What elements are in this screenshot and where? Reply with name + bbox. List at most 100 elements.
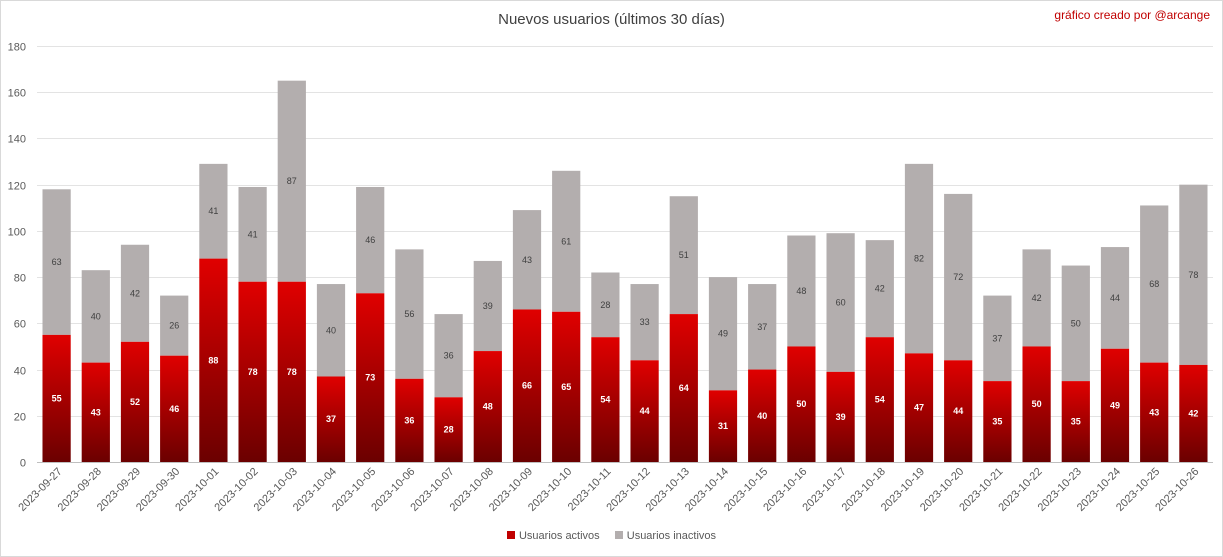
bar-active (512, 309, 542, 462)
y-tick-label: 160 (8, 88, 26, 100)
bar-inactive (1179, 184, 1208, 365)
data-label-active: 88 (208, 355, 218, 365)
bar-inactive (1140, 205, 1169, 363)
data-label-active: 54 (600, 395, 610, 405)
bar-inactive (669, 196, 698, 315)
data-label-active: 50 (1032, 399, 1042, 409)
data-label-active: 37 (326, 414, 336, 424)
data-label-inactive: 72 (953, 272, 963, 282)
bar-inactive (1061, 265, 1090, 382)
bar-active (81, 362, 110, 462)
data-label-active: 66 (522, 381, 532, 391)
data-label-active: 35 (1071, 417, 1081, 427)
data-label-inactive: 46 (365, 235, 375, 245)
legend-swatch-inactive (614, 531, 623, 540)
data-label-inactive: 68 (1149, 279, 1159, 289)
data-label-active: 50 (796, 399, 806, 409)
legend-label-inactive: Usuarios inactivos (626, 530, 717, 542)
y-tick-label: 120 (8, 181, 26, 193)
bar-inactive (199, 163, 228, 259)
data-label-inactive: 28 (600, 300, 610, 310)
data-label-active: 39 (836, 412, 846, 422)
data-label-active: 52 (130, 397, 140, 407)
y-axis: 0 20 40 60 80 100 120 140 160 180 (8, 42, 26, 470)
bar-active (708, 390, 738, 462)
bar-inactive (277, 80, 306, 282)
data-label-inactive: 41 (208, 206, 218, 216)
data-label-active: 55 (52, 393, 62, 403)
bar-inactive (865, 240, 894, 338)
bar-inactive (395, 249, 424, 379)
bar-active (1061, 381, 1090, 462)
bar-inactive (983, 295, 1012, 382)
bar-inactive (316, 284, 346, 377)
chart-credit: gráfico creado por @arcange (1054, 8, 1210, 22)
data-label-inactive: 33 (640, 317, 650, 327)
bar-active (120, 341, 150, 462)
bar-active (1022, 346, 1051, 462)
data-label-active: 31 (718, 421, 728, 431)
data-label-inactive: 41 (248, 229, 258, 239)
bar-active (591, 337, 620, 462)
chart-title: Nuevos usuarios (últimos 30 días) (498, 11, 725, 28)
data-label-active: 40 (757, 411, 767, 421)
data-label-active: 78 (287, 367, 297, 377)
data-label-active: 36 (404, 415, 414, 425)
bar-inactive (630, 284, 659, 361)
bar-active (316, 376, 346, 462)
data-label-inactive: 36 (444, 351, 454, 361)
data-label-inactive: 78 (1188, 270, 1198, 280)
bar-active (1140, 362, 1169, 462)
bar-active (238, 281, 267, 462)
data-label-active: 44 (640, 406, 650, 416)
bar-inactive (787, 235, 816, 347)
data-label-inactive: 37 (757, 322, 767, 332)
y-tick-label: 0 (20, 458, 26, 470)
bar-inactive (238, 186, 267, 282)
data-label-inactive: 42 (130, 288, 140, 298)
x-axis: 2023-09-272023-09-282023-09-292023-09-30… (16, 466, 1201, 514)
bar-active (904, 353, 934, 462)
data-label-active: 73 (365, 373, 375, 383)
y-tick-label: 100 (8, 227, 26, 239)
data-label-active: 35 (992, 417, 1002, 427)
gridlines (37, 46, 1213, 463)
data-label-inactive: 39 (483, 301, 493, 311)
data-label-inactive: 50 (1071, 318, 1081, 328)
bar-active (983, 381, 1012, 462)
legend: Usuarios activos Usuarios inactivos (1, 530, 1222, 542)
bar-inactive (591, 272, 620, 338)
data-label-active: 43 (1149, 407, 1159, 417)
bar-inactive (748, 284, 777, 370)
data-label-active: 78 (248, 367, 258, 377)
data-label-active: 65 (561, 382, 571, 392)
bar-inactive (160, 295, 189, 356)
bar-inactive (552, 170, 581, 312)
legend-label-active: Usuarios activos (518, 530, 600, 542)
bar-inactive (434, 314, 463, 398)
data-label-active: 46 (169, 404, 179, 414)
bar-active (1100, 348, 1130, 462)
bar-inactive (826, 233, 855, 372)
bar-inactive (904, 163, 934, 354)
data-label-active: 42 (1188, 408, 1198, 418)
bar-inactive (1022, 249, 1051, 347)
bar-inactive (512, 210, 542, 310)
y-tick-label: 80 (14, 273, 26, 285)
data-label-inactive: 44 (1110, 293, 1120, 303)
bar-inactive (356, 186, 385, 294)
bar-active (42, 334, 71, 462)
bar-active (748, 369, 777, 462)
bar-active (787, 346, 816, 462)
data-label-active: 54 (875, 395, 885, 405)
data-label-active: 43 (91, 407, 101, 417)
data-label-active: 44 (953, 406, 963, 416)
bar-active (630, 360, 659, 462)
data-label-inactive: 43 (522, 255, 532, 265)
bars: 55 63 43 40 52 42 46 26 88 41 78 41 78 87 37 40 73 46 36 56… (42, 80, 1208, 462)
data-label-inactive: 56 (404, 309, 414, 319)
data-label-inactive: 37 (992, 333, 1002, 343)
bar-inactive (1100, 247, 1130, 349)
legend-swatch-active (506, 531, 515, 540)
